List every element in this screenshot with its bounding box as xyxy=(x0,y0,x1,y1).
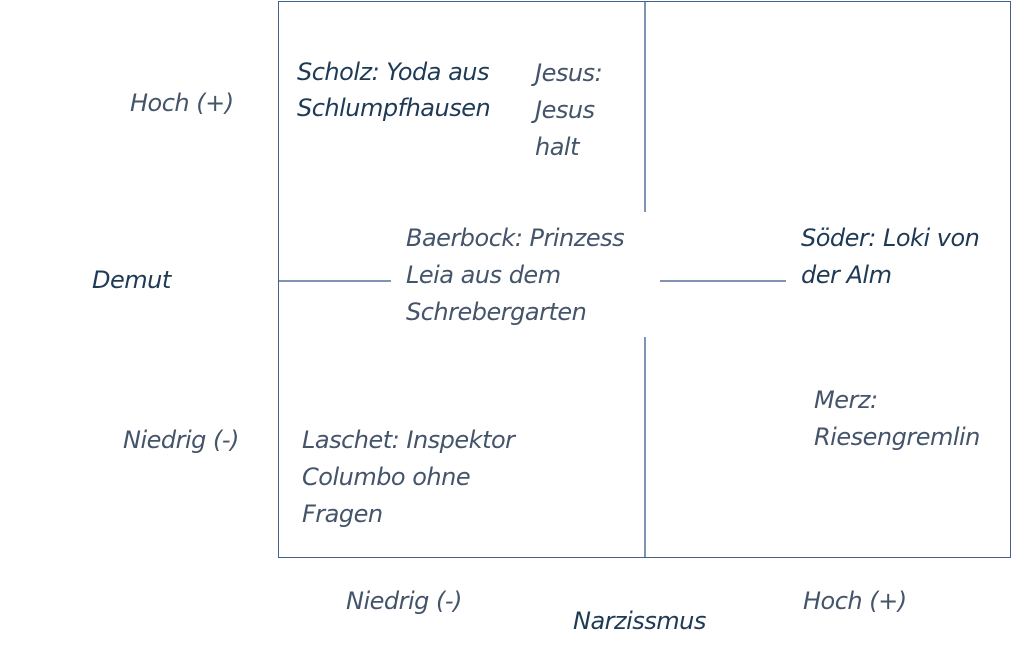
matrix-frame xyxy=(278,1,1011,558)
y-axis-low-label: Niedrig (-) xyxy=(123,426,239,454)
y-axis-label: Demut xyxy=(92,266,171,294)
entry-baerbock: Baerbock: Prinzess Leia aus dem Schreber… xyxy=(406,224,625,326)
vertical-divider-bottom xyxy=(644,337,646,557)
vertical-divider-top xyxy=(644,2,646,212)
entry-merz: Merz: Riesengremlin xyxy=(814,386,980,451)
entry-laschet: Laschet: Inspektor Columbo ohne Fragen xyxy=(302,426,515,528)
entry-soeder: Söder: Loki von der Alm xyxy=(801,224,980,289)
entry-scholz: Scholz: Yoda aus Schlumpfhausen xyxy=(297,58,491,122)
x-axis-label: Narzissmus xyxy=(573,607,706,635)
entry-jesus: Jesus: Jesus halt xyxy=(535,59,603,161)
x-axis-low-label: Niedrig (-) xyxy=(346,587,462,615)
horizontal-divider-left xyxy=(279,280,391,282)
x-axis-high-label: Hoch (+) xyxy=(803,587,907,615)
y-axis-high-label: Hoch (+) xyxy=(130,89,234,117)
horizontal-divider-right xyxy=(660,280,786,282)
